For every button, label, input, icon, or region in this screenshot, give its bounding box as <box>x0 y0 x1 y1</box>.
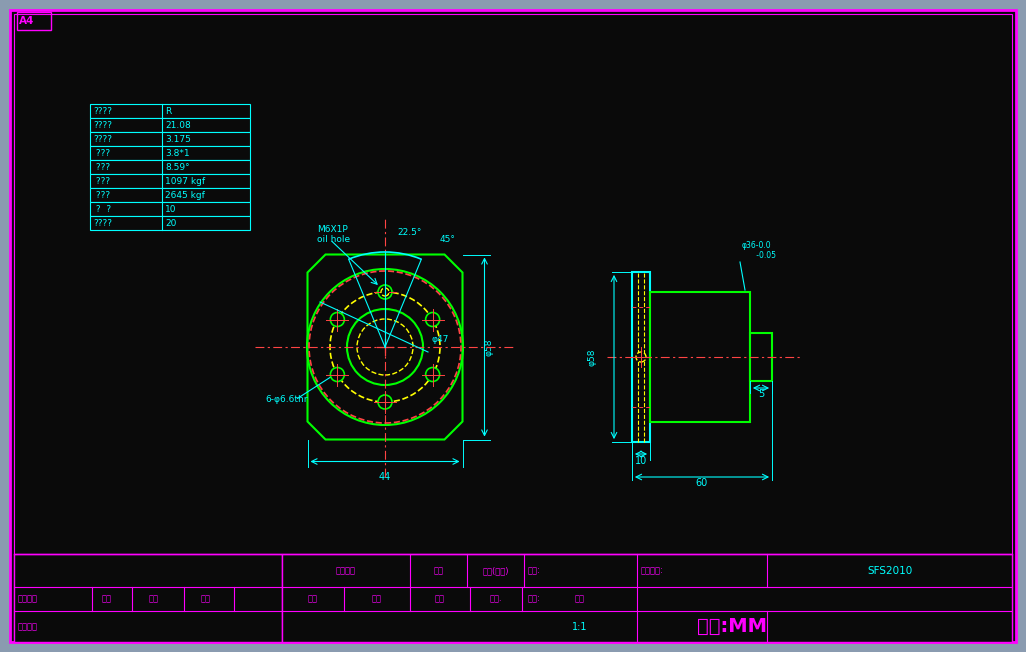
Text: 1:1: 1:1 <box>571 621 587 632</box>
Bar <box>90 174 250 188</box>
Bar <box>650 292 750 422</box>
Text: 20: 20 <box>165 218 176 228</box>
Circle shape <box>330 368 345 381</box>
Text: ????: ???? <box>93 106 112 115</box>
Bar <box>14 554 282 642</box>
Text: 日期: 日期 <box>149 595 159 604</box>
Text: 5: 5 <box>758 389 764 399</box>
Circle shape <box>378 285 392 299</box>
Circle shape <box>426 312 439 327</box>
Text: 处数: 处数 <box>102 595 112 604</box>
Bar <box>90 146 250 160</box>
Text: φ47: φ47 <box>431 335 448 344</box>
Text: φ36-0.0
      -0.05: φ36-0.0 -0.05 <box>742 241 776 260</box>
Text: 22.5°: 22.5° <box>397 228 422 237</box>
Text: 材料:: 材料: <box>528 595 541 604</box>
Text: 图号:: 图号: <box>528 566 541 575</box>
Text: 客户确认: 客户确认 <box>18 622 38 631</box>
Text: ???: ??? <box>93 162 110 171</box>
Bar <box>90 216 250 230</box>
Text: 44: 44 <box>379 471 391 481</box>
Circle shape <box>330 312 345 327</box>
Bar <box>90 118 250 132</box>
Text: 8.59°: 8.59° <box>165 162 190 171</box>
Text: R: R <box>165 106 171 115</box>
Bar <box>90 160 250 174</box>
Bar <box>90 202 250 216</box>
Bar <box>282 554 1012 642</box>
Text: ????: ???? <box>93 134 112 143</box>
Bar <box>750 333 772 381</box>
Bar <box>90 104 250 118</box>
Circle shape <box>636 352 646 362</box>
Text: 3.175: 3.175 <box>165 134 191 143</box>
Text: 60: 60 <box>696 478 708 488</box>
Text: 客户名称: 客户名称 <box>336 566 356 575</box>
Text: 设计: 设计 <box>372 595 382 604</box>
Text: 1097 kgf: 1097 kgf <box>165 177 205 186</box>
Circle shape <box>426 368 439 381</box>
Polygon shape <box>308 254 463 439</box>
Text: 6-φ6.6thr: 6-φ6.6thr <box>265 395 308 404</box>
Circle shape <box>378 395 392 409</box>
Text: 单位:MM: 单位:MM <box>697 617 767 636</box>
Text: 参考图号:: 参考图号: <box>641 566 664 575</box>
Bar <box>632 272 650 442</box>
Text: 日期: 日期 <box>434 566 443 575</box>
Text: φ58: φ58 <box>588 348 596 366</box>
Text: ???: ??? <box>93 190 110 200</box>
Bar <box>90 188 250 202</box>
Bar <box>17 12 51 30</box>
Text: 更改标记: 更改标记 <box>18 595 38 604</box>
Text: 视角.: 视角. <box>489 595 503 604</box>
Text: 审核: 审核 <box>435 595 445 604</box>
Text: 10: 10 <box>635 456 647 466</box>
Text: 比例: 比例 <box>575 595 585 604</box>
Text: oil hole: oil hole <box>317 235 350 244</box>
Bar <box>90 132 250 146</box>
Circle shape <box>381 288 389 296</box>
Text: 签名: 签名 <box>201 595 211 604</box>
Text: 2645 kgf: 2645 kgf <box>165 190 205 200</box>
Text: 3.8*1: 3.8*1 <box>165 149 190 158</box>
Text: 21.08: 21.08 <box>165 121 191 130</box>
Text: M6X1P: M6X1P <box>317 226 348 235</box>
Text: ????: ???? <box>93 218 112 228</box>
Text: 10: 10 <box>165 205 176 213</box>
Text: 绘图: 绘图 <box>308 595 318 604</box>
Text: SFS2010: SFS2010 <box>867 566 912 576</box>
Text: φ58: φ58 <box>485 338 494 356</box>
Text: ???: ??? <box>93 177 110 186</box>
Text: 数量(单台): 数量(单台) <box>482 566 509 575</box>
Text: ????: ???? <box>93 121 112 130</box>
Text: ?  ?: ? ? <box>93 205 111 213</box>
Text: ???: ??? <box>93 149 110 158</box>
Text: A4: A4 <box>19 16 35 26</box>
Text: 45°: 45° <box>440 235 456 244</box>
